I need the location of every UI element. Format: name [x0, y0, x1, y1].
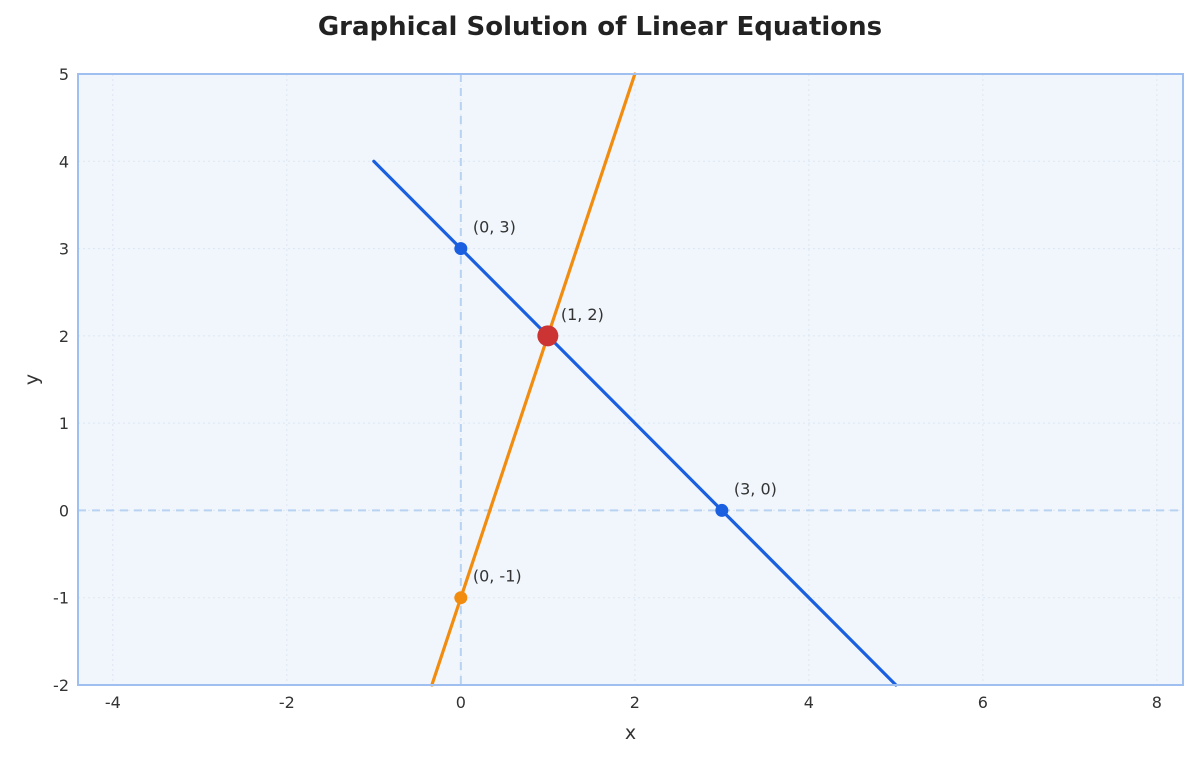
y-tick-label: 5 [59, 65, 69, 84]
x-tick-labels: -4 -2 0 2 4 6 8 [105, 693, 1162, 712]
y-tick-label: 0 [59, 501, 69, 520]
x-tick-label: 2 [630, 693, 640, 712]
point-label: (3, 0) [734, 479, 777, 498]
point-marker [715, 503, 729, 517]
point-label: (1, 2) [561, 305, 604, 324]
point-label: (0, 3) [473, 218, 516, 237]
chart-title: Graphical Solution of Linear Equations [317, 12, 883, 42]
marked-points: (0, 3) (3, 0) (0, -1) (1, 2) [454, 218, 777, 605]
x-axis-label: x [625, 722, 636, 744]
y-tick-label: 4 [59, 152, 69, 171]
point-marker [454, 591, 468, 605]
y-tick-label: -2 [53, 676, 69, 695]
point-marker [537, 325, 559, 347]
plot-area [78, 74, 1183, 685]
y-tick-label: -1 [53, 589, 69, 608]
x-tick-label: 8 [1152, 693, 1162, 712]
x-tick-label: 0 [456, 693, 466, 712]
y-axis-label: y [21, 374, 43, 385]
series-line-2 [430, 72, 637, 687]
zero-axis-lines [78, 74, 1183, 685]
x-tick-label: -4 [105, 693, 121, 712]
plot-border [77, 73, 1184, 686]
x-tick-label: 4 [804, 693, 814, 712]
y-tick-label: 2 [59, 327, 69, 346]
y-tick-label: 1 [59, 414, 69, 433]
y-tick-label: 3 [59, 240, 69, 259]
y-tick-labels: -2 -1 0 1 2 3 4 5 [53, 65, 69, 695]
x-tick-label: -2 [279, 693, 295, 712]
point-label: (0, -1) [473, 567, 522, 586]
x-tick-label: 6 [978, 693, 988, 712]
point-marker [454, 242, 468, 256]
